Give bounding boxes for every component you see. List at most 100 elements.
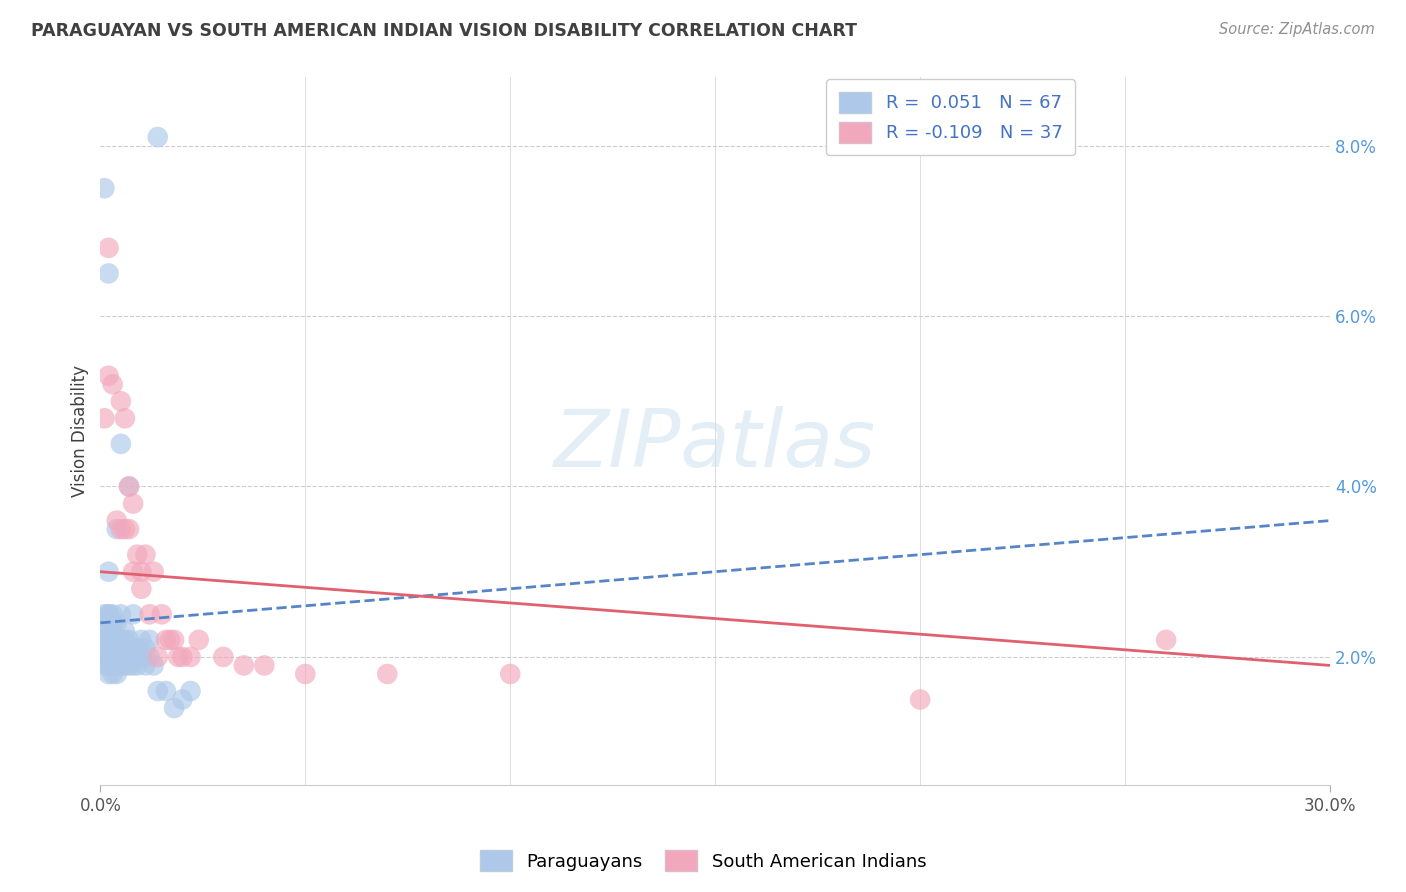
- Point: [122, 658, 145, 673]
- Point: [150, 607, 173, 622]
- Text: PARAGUAYAN VS SOUTH AMERICAN INDIAN VISION DISABILITY CORRELATION CHART: PARAGUAYAN VS SOUTH AMERICAN INDIAN VISI…: [31, 22, 856, 40]
- Point: [167, 649, 190, 664]
- Point: [110, 632, 132, 647]
- Point: [180, 684, 202, 698]
- Point: [118, 649, 141, 664]
- Point: [187, 632, 209, 647]
- Y-axis label: Vision Disability: Vision Disability: [72, 365, 89, 497]
- Point: [146, 684, 169, 698]
- Point: [114, 641, 136, 656]
- Point: [114, 632, 136, 647]
- Point: [212, 649, 235, 664]
- Point: [118, 658, 141, 673]
- Point: [908, 692, 931, 706]
- Point: [138, 649, 160, 664]
- Point: [97, 607, 120, 622]
- Point: [110, 394, 132, 409]
- Point: [101, 649, 124, 664]
- Point: [122, 565, 145, 579]
- Point: [118, 632, 141, 647]
- Point: [105, 641, 128, 656]
- Point: [97, 565, 120, 579]
- Point: [1154, 632, 1177, 647]
- Point: [499, 667, 522, 681]
- Point: [105, 632, 128, 647]
- Point: [110, 658, 132, 673]
- Point: [118, 522, 141, 536]
- Point: [134, 641, 156, 656]
- Point: [127, 641, 149, 656]
- Point: [142, 565, 165, 579]
- Point: [134, 658, 156, 673]
- Point: [110, 641, 132, 656]
- Point: [138, 607, 160, 622]
- Point: [375, 667, 398, 681]
- Legend: R =  0.051   N = 67, R = -0.109   N = 37: R = 0.051 N = 67, R = -0.109 N = 37: [825, 79, 1076, 155]
- Point: [105, 667, 128, 681]
- Point: [93, 641, 115, 656]
- Point: [122, 607, 145, 622]
- Point: [93, 411, 115, 425]
- Point: [97, 667, 120, 681]
- Point: [93, 632, 115, 647]
- Point: [105, 615, 128, 630]
- Point: [97, 641, 120, 656]
- Point: [93, 607, 115, 622]
- Point: [163, 701, 186, 715]
- Point: [93, 181, 115, 195]
- Point: [101, 615, 124, 630]
- Point: [146, 130, 169, 145]
- Point: [97, 241, 120, 255]
- Point: [93, 615, 115, 630]
- Point: [180, 649, 202, 664]
- Point: [122, 496, 145, 510]
- Point: [253, 658, 276, 673]
- Point: [110, 522, 132, 536]
- Point: [172, 692, 194, 706]
- Point: [105, 514, 128, 528]
- Point: [114, 658, 136, 673]
- Point: [101, 667, 124, 681]
- Point: [93, 649, 115, 664]
- Point: [294, 667, 316, 681]
- Point: [134, 548, 156, 562]
- Point: [159, 632, 181, 647]
- Point: [97, 607, 120, 622]
- Point: [155, 684, 177, 698]
- Point: [110, 607, 132, 622]
- Point: [146, 649, 169, 664]
- Point: [101, 377, 124, 392]
- Point: [114, 411, 136, 425]
- Point: [105, 649, 128, 664]
- Point: [97, 649, 120, 664]
- Point: [172, 649, 194, 664]
- Point: [114, 649, 136, 664]
- Point: [101, 658, 124, 673]
- Point: [118, 479, 141, 493]
- Point: [101, 607, 124, 622]
- Point: [97, 267, 120, 281]
- Point: [101, 624, 124, 639]
- Point: [114, 522, 136, 536]
- Text: Source: ZipAtlas.com: Source: ZipAtlas.com: [1219, 22, 1375, 37]
- Point: [97, 368, 120, 383]
- Text: ZIPatlas: ZIPatlas: [554, 406, 876, 484]
- Point: [127, 658, 149, 673]
- Point: [131, 632, 153, 647]
- Point: [142, 658, 165, 673]
- Point: [118, 479, 141, 493]
- Point: [155, 632, 177, 647]
- Point: [131, 565, 153, 579]
- Point: [101, 641, 124, 656]
- Point: [97, 658, 120, 673]
- Point: [105, 658, 128, 673]
- Point: [105, 522, 128, 536]
- Point: [110, 437, 132, 451]
- Point: [131, 582, 153, 596]
- Point: [101, 632, 124, 647]
- Point: [110, 649, 132, 664]
- Point: [127, 548, 149, 562]
- Point: [93, 658, 115, 673]
- Point: [97, 624, 120, 639]
- Point: [163, 632, 186, 647]
